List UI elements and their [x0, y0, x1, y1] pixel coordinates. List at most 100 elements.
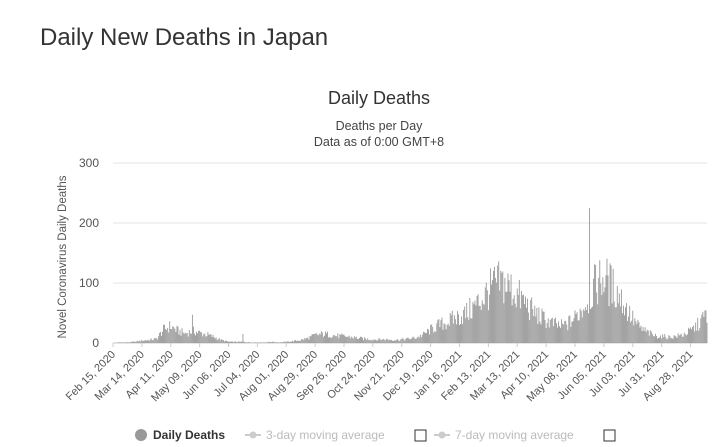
bar-daily-deaths: [595, 264, 597, 343]
bar-daily-deaths: [565, 320, 567, 343]
bar-daily-deaths: [283, 341, 285, 343]
bar-daily-deaths: [280, 342, 282, 343]
bar-daily-deaths: [289, 341, 291, 343]
bar-daily-deaths: [493, 270, 494, 343]
bar-daily-deaths: [175, 331, 177, 343]
bar-daily-deaths: [176, 325, 178, 343]
bar-daily-deaths: [671, 338, 673, 343]
bar-daily-deaths: [388, 339, 390, 343]
bar-daily-deaths: [272, 341, 274, 343]
bar-daily-deaths: [165, 328, 167, 343]
bar-daily-deaths: [583, 310, 585, 343]
bar-daily-deaths: [387, 340, 389, 343]
bar-daily-deaths: [452, 323, 454, 343]
bar-daily-deaths: [499, 290, 501, 343]
bar-daily-deaths: [679, 334, 681, 343]
bar-daily-deaths: [330, 337, 332, 343]
bar-daily-deaths: [703, 316, 705, 343]
bar-daily-deaths: [690, 327, 691, 343]
bar-daily-deaths: [547, 318, 549, 343]
bar-daily-deaths: [664, 334, 666, 343]
bar-daily-deaths: [318, 333, 320, 343]
bar-daily-deaths: [653, 336, 655, 343]
bar-daily-deaths: [414, 338, 416, 343]
bar-daily-deaths: [229, 341, 230, 343]
bar-daily-deaths: [293, 341, 294, 343]
legend-item-daily-deaths[interactable]: Daily Deaths: [135, 428, 225, 442]
bar-daily-deaths: [367, 338, 369, 343]
bar-daily-deaths: [172, 326, 174, 343]
bar-daily-deaths: [384, 340, 386, 343]
bar-daily-deaths: [532, 309, 534, 343]
bar-daily-deaths: [694, 331, 696, 343]
bar-daily-deaths: [363, 340, 365, 343]
bar-daily-deaths: [474, 300, 476, 343]
bar-daily-deaths: [645, 331, 647, 343]
y-tick-label: 200: [79, 216, 99, 230]
bar-daily-deaths: [533, 316, 535, 343]
bar-daily-deaths: [210, 334, 212, 343]
bar-daily-deaths: [432, 327, 434, 343]
bar-daily-deaths: [345, 337, 347, 343]
legend-item-3-day-moving-average[interactable]: 3-day moving average: [245, 428, 427, 442]
bar-daily-deaths: [357, 339, 359, 343]
bar-daily-deaths: [355, 336, 357, 343]
bar-daily-deaths: [154, 337, 156, 343]
bar-daily-deaths: [348, 335, 350, 343]
bar-daily-deaths: [298, 340, 300, 343]
bar-daily-deaths: [308, 339, 310, 343]
bar-daily-deaths: [472, 302, 474, 343]
bar-daily-deaths: [663, 337, 665, 343]
bar-daily-deaths: [436, 323, 438, 343]
bar-daily-deaths: [207, 332, 209, 343]
bar-daily-deaths: [120, 342, 122, 343]
bar-daily-deaths: [270, 342, 272, 343]
y-tick-label: 100: [79, 276, 99, 290]
bar-daily-deaths: [151, 340, 153, 343]
bar-daily-deaths: [205, 336, 207, 343]
bar-daily-deaths: [396, 339, 398, 343]
bar-daily-deaths: [277, 342, 279, 343]
bar-daily-deaths: [421, 334, 423, 343]
bar-daily-deaths: [208, 334, 210, 343]
legend-checkbox-3-day[interactable]: [414, 429, 427, 442]
bar-daily-deaths: [144, 340, 146, 343]
bar-daily-deaths: [481, 300, 483, 343]
bar-daily-deaths: [685, 335, 687, 343]
bar-daily-deaths: [475, 305, 477, 343]
bar-daily-deaths: [483, 304, 485, 343]
bar-daily-deaths: [695, 322, 697, 343]
bar-daily-deaths: [567, 330, 569, 343]
bar-daily-deaths: [317, 335, 319, 343]
bar-daily-deaths: [288, 341, 290, 343]
legend-checkbox-7-day[interactable]: [603, 429, 616, 442]
bar-daily-deaths: [149, 339, 151, 343]
bar-daily-deaths: [550, 318, 552, 343]
legend-marker-7-day: [438, 431, 446, 439]
bar-daily-deaths: [434, 331, 436, 343]
bar-daily-deaths: [680, 333, 682, 343]
bar-daily-deaths: [576, 312, 578, 343]
legend-item-7-day-moving-average[interactable]: 7-day moving average: [434, 428, 616, 442]
bar-daily-deaths: [425, 332, 426, 343]
bar-daily-deaths: [463, 309, 465, 343]
bar-daily-deaths: [531, 297, 533, 343]
bar-daily-deaths: [620, 289, 622, 343]
bar-daily-deaths: [683, 332, 685, 343]
bar-daily-deaths: [544, 320, 546, 343]
bar-daily-deaths: [119, 342, 121, 343]
bar-daily-deaths: [236, 341, 238, 343]
bar-daily-deaths: [297, 340, 299, 343]
bar-daily-deaths: [480, 309, 482, 343]
bar-daily-deaths: [366, 339, 368, 343]
bar-daily-deaths: [625, 307, 626, 343]
bar-daily-deaths: [410, 339, 412, 343]
bar-daily-deaths: [239, 341, 241, 343]
bar-daily-deaths: [332, 336, 334, 343]
bar-daily-deaths: [136, 341, 138, 343]
bar-daily-deaths: [173, 327, 175, 343]
bar-daily-deaths: [197, 333, 199, 343]
bar-daily-deaths: [407, 337, 409, 343]
bar-daily-deaths: [299, 340, 301, 343]
bar-daily-deaths: [274, 342, 276, 343]
